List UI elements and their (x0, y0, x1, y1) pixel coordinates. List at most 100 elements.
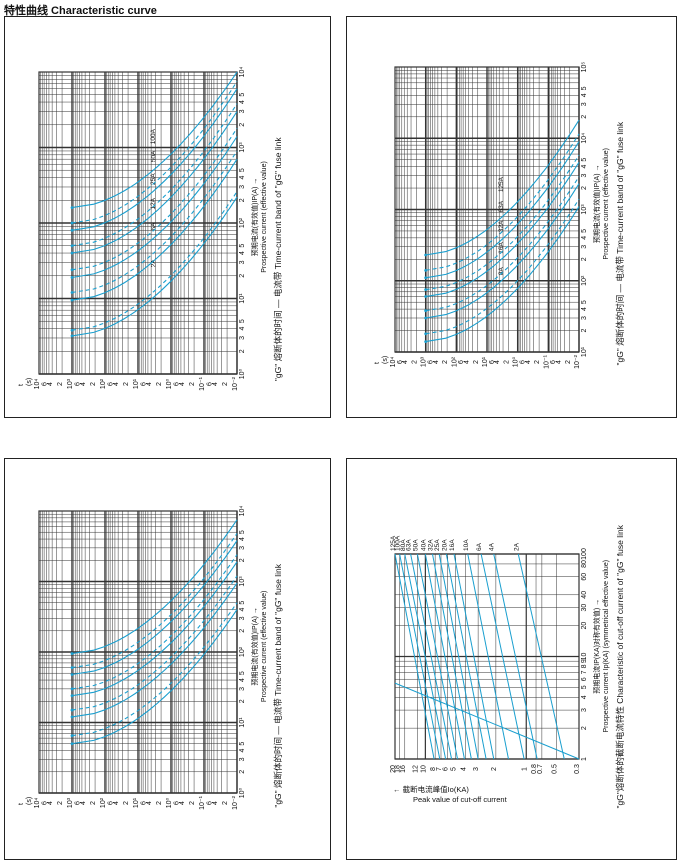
y-tick-label: 10³ (67, 378, 74, 389)
x-axis-label-en: Prospective current (effective value) (603, 148, 610, 260)
x-axis-label-cn: 预期电流(有效值)IP(A) → (592, 165, 601, 244)
x-tick-label: 2 (239, 274, 246, 278)
y-tick-label: 6 (206, 801, 213, 805)
x-tick-label: 4 (239, 175, 246, 179)
y-tick-label: 6 (206, 382, 213, 386)
y-axis-label-cn: ← 截断电流峰值Io(KA) (393, 784, 469, 794)
curve-marker (70, 206, 74, 209)
y-tick-label: 6 (74, 801, 81, 805)
chart-panel-2: 10¹ 2 3 4 5 10² 2 3 4 5 10³ 2 3 4 5 10⁴ 2 3 4 5 10⁵ 10⁻² 2 4 6 10… (346, 16, 677, 418)
curve-label: 50A (412, 539, 419, 551)
x-tick-label: 2 (239, 558, 246, 562)
curve-marker (70, 228, 74, 232)
curve-12A (71, 136, 238, 279)
x-tick-label: 5 (239, 671, 246, 675)
y-tick-label: 5 (451, 767, 458, 771)
y-tick-label: 16 (400, 765, 407, 773)
x-tick-label: 3 (239, 687, 246, 691)
y-tick-label: 6 (107, 801, 114, 805)
curve-label: 10A (463, 539, 470, 551)
plot-frame (38, 510, 238, 794)
x-tick-label: 5 (239, 319, 246, 323)
curve-band-3 (425, 176, 580, 312)
chart-panel-3: 10⁰ 2 3 4 5 10¹ 2 3 4 5 10² 2 3 4 5 10³ 2 3 4 5 10⁴ 10⁻² 2 4 6 10… (4, 458, 331, 860)
time-current-chart-1: 10⁰234510¹234510²234510³234510⁴10⁻²24610… (18, 67, 283, 391)
y-tick-label: 0.8 (531, 764, 538, 774)
x-tick-label: 10⁰ (238, 788, 246, 799)
x-tick-label: 4 (581, 307, 588, 311)
y-tick-label: 4 (179, 382, 186, 386)
y-tick-label: 4 (212, 382, 219, 386)
y-tick-label: 10⁻² (574, 354, 581, 368)
y-axis-unit: (s) (382, 356, 389, 364)
curve-marker (424, 276, 428, 280)
y-tick-label: 10⁴ (390, 357, 397, 368)
x-axis-label-cn: 预期电流(有效值)IP(A) → (250, 607, 259, 686)
y-tick-label: 0.5 (552, 764, 559, 774)
y-tick-label: 6 (550, 360, 557, 364)
y-tick-label: 2 (156, 382, 163, 386)
curve-label: 32A (427, 539, 434, 551)
curve-label: 63A (498, 200, 505, 212)
x-axis-label-en: Prospective current (effective value) (261, 161, 268, 273)
curve-63A (410, 553, 453, 760)
y-tick-label: 10 (420, 765, 427, 773)
y-tick-label: 2 (156, 801, 163, 805)
y-tick-label: 10¹ (133, 378, 140, 389)
curve-125A (394, 553, 435, 760)
plot-frame (394, 66, 580, 353)
x-tick-label: 5 (581, 685, 588, 689)
x-axis-label-cn: 预期电流(有效值)IP(A) → (250, 178, 259, 257)
curve-marker (70, 244, 74, 248)
x-tick-label: 10¹ (239, 717, 246, 728)
y-tick-label: 6 (427, 360, 434, 364)
curve-marker (70, 251, 74, 255)
curve-marker (70, 694, 74, 698)
x-tick-label: 10⁴ (581, 133, 588, 144)
curve-2A (517, 553, 565, 760)
x-tick-label: 2 (239, 198, 246, 202)
y-tick-label: 6 (173, 382, 180, 386)
y-tick-label: 2 (57, 382, 64, 386)
x-tick-label: 10³ (239, 142, 246, 153)
x-tick-label: 8 (581, 664, 588, 668)
curve-marker (70, 666, 74, 670)
y-tick-label: 4 (212, 801, 219, 805)
x-tick-label: 2 (581, 257, 588, 261)
y-tick-label: 6 (140, 801, 147, 805)
y-tick-label: 20 (390, 765, 397, 773)
x-tick-label: 4 (581, 93, 588, 97)
y-axis-label: t (18, 803, 25, 805)
x-tick-label: 10² (239, 646, 246, 657)
y-tick-label: 6 (173, 801, 180, 805)
y-tick-label: 2 (534, 360, 541, 364)
x-tick-label: 10¹ (239, 293, 246, 304)
x-tick-label: 10¹ (581, 346, 588, 357)
curve-label: 2A (513, 542, 520, 551)
y-tick-label: 2 (123, 382, 130, 386)
curve-63A (425, 141, 580, 279)
curve-marker (424, 295, 428, 298)
y-tick-label: 12 (412, 765, 419, 773)
chart-panel-1: 10⁰ 2 3 4 5 10¹ 2 3 4 5 10² 2 3 4 5 10³ 2 3 4 5 10⁴ 10⁻² 2 4 6 10… (4, 16, 331, 418)
curve-100A (399, 553, 441, 760)
y-tick-label: 4 (146, 382, 153, 386)
x-tick-label: 3 (581, 245, 588, 249)
curve-label: 40A (420, 539, 427, 551)
y-tick-label: 10⁻¹ (199, 376, 206, 390)
x-tick-label: 3 (581, 173, 588, 177)
plot-frame (394, 553, 580, 760)
y-tick-label: 4 (494, 360, 501, 364)
y-tick-label: 0.7 (537, 764, 544, 774)
x-tick-label: 3 (239, 260, 246, 264)
x-tick-label: 80 (581, 560, 588, 568)
y-tick-label: 10⁰ (165, 379, 173, 390)
x-tick-label: 2 (581, 115, 588, 119)
curve-marker (70, 276, 74, 279)
x-tick-label: 4 (239, 251, 246, 255)
curve-label: 16A (498, 241, 505, 253)
curve-group (70, 519, 238, 746)
reference-line (394, 682, 580, 760)
x-tick-label: 4 (239, 749, 246, 753)
